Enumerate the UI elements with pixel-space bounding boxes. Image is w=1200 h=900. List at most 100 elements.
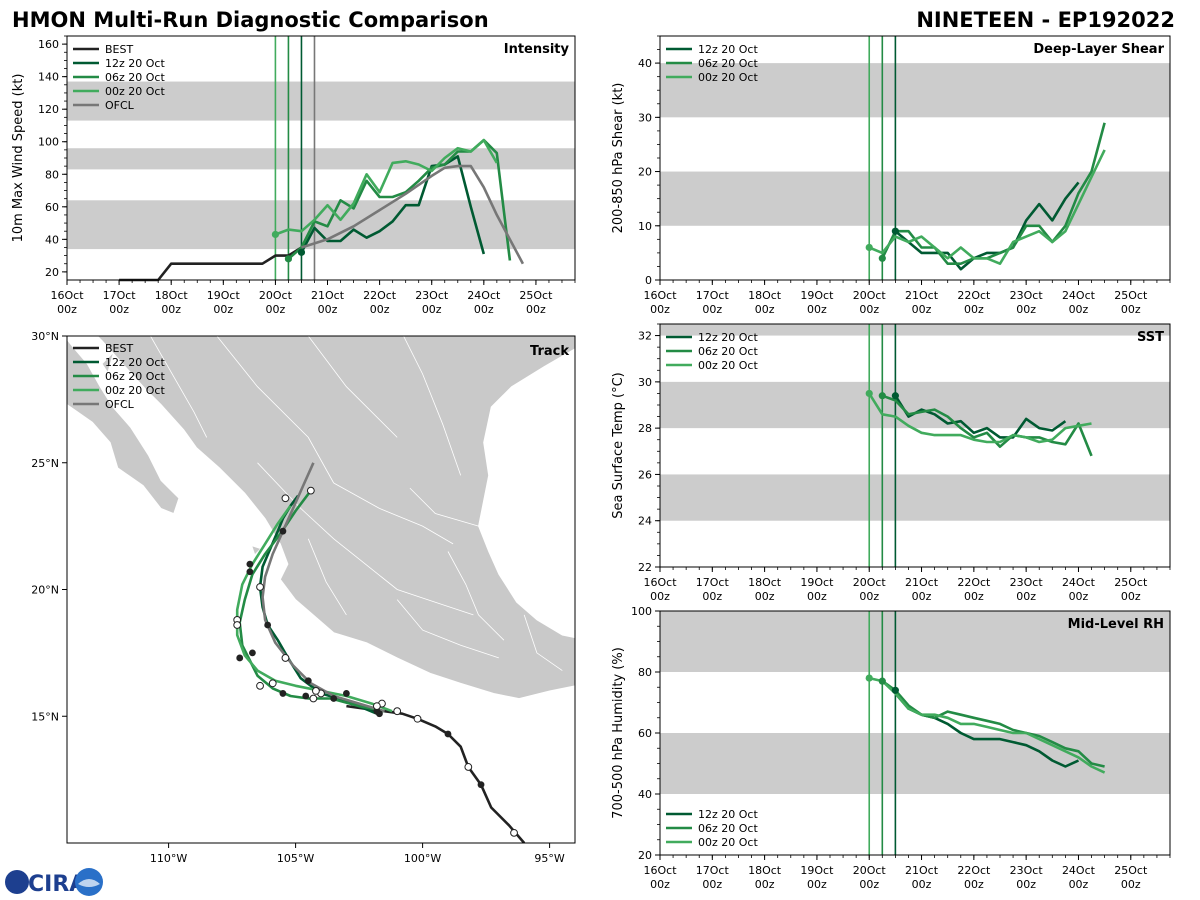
sst-panel: 22242628303216Oct00z17Oct00z18Oct00z19Oc… xyxy=(611,323,1171,603)
state-border xyxy=(307,336,398,438)
x-tick-hour: 00z xyxy=(859,303,879,316)
legend-label: 06z 20 Oct xyxy=(698,57,758,70)
y-tick-label: 40 xyxy=(45,233,59,246)
x-tick-hour: 00z xyxy=(807,303,827,316)
track-map-area xyxy=(67,336,575,843)
legend-label: 06z 20 Oct xyxy=(105,71,165,84)
x-tick-day: 22Oct xyxy=(957,289,991,302)
x-tick-day: 23Oct xyxy=(415,289,449,302)
legend-label: 00z 20 Oct xyxy=(698,359,758,372)
lon-tick-label: 110°W xyxy=(150,852,187,865)
x-tick-day: 17Oct xyxy=(103,289,137,302)
x-tick-hour: 00z xyxy=(1016,303,1036,316)
series-line-12z-20-oct xyxy=(300,155,486,255)
x-tick-day: 24Oct xyxy=(467,289,501,302)
x-tick-day: 21Oct xyxy=(311,289,345,302)
x-tick-day: 20Oct xyxy=(853,289,887,302)
init-marker-06z-20-oct xyxy=(878,677,886,685)
track-point-hollow xyxy=(464,763,473,771)
shear-panel: 01020304016Oct00z17Oct00z18Oct00z19Oct00… xyxy=(611,35,1171,316)
x-tick-day: 23Oct xyxy=(1010,289,1044,302)
lon-tick-label: 105°W xyxy=(277,852,314,865)
x-tick-day: 17Oct xyxy=(696,289,730,302)
state-border xyxy=(403,336,462,476)
x-tick-day: 24Oct xyxy=(1062,864,1096,877)
x-tick-hour: 00z xyxy=(807,878,827,891)
series-line-00z-20-oct xyxy=(868,149,1106,266)
x-tick-hour: 00z xyxy=(1069,590,1089,603)
logo-wave-icon xyxy=(78,879,100,887)
lat-tick-label: 15°N xyxy=(31,710,59,723)
track-legend-label: 06z 20 Oct xyxy=(105,370,165,383)
track-point-hollow xyxy=(309,694,318,703)
state-border xyxy=(358,558,474,616)
y-tick-label: 60 xyxy=(45,201,59,214)
track-point-filled xyxy=(246,568,254,576)
y-tick-label: 26 xyxy=(638,468,652,481)
x-tick-day: 18Oct xyxy=(748,576,782,589)
x-tick-day: 23Oct xyxy=(1010,864,1044,877)
x-tick-hour: 00z xyxy=(526,303,546,316)
track-legend-label: BEST xyxy=(105,342,133,355)
y-tick-label: 10 xyxy=(638,220,652,233)
x-tick-hour: 00z xyxy=(859,590,879,603)
logo-globe-left-icon xyxy=(5,870,29,894)
x-tick-day: 25Oct xyxy=(1114,576,1148,589)
track-point-filled xyxy=(249,649,256,657)
threshold-band xyxy=(660,63,1170,118)
x-tick-day: 16Oct xyxy=(643,864,677,877)
mainland-landmass xyxy=(96,336,575,699)
track-panel: 110°W 105°W 100°W 95°W 15°N 20°N 25°N 30°N Track… xyxy=(31,330,576,865)
y-tick-label: 30 xyxy=(638,376,652,389)
threshold-band xyxy=(660,324,1170,336)
legend-label: 00z 20 Oct xyxy=(105,85,165,98)
threshold-band xyxy=(660,171,1170,226)
lat-tick-label: 30°N xyxy=(31,330,59,343)
x-tick-hour: 00z xyxy=(1121,590,1141,603)
y-axis-label: 700-500 hPa Humidity (%) xyxy=(611,647,626,819)
x-tick-day: 17Oct xyxy=(696,576,730,589)
state-border xyxy=(257,462,360,560)
track-point-hollow xyxy=(306,486,315,495)
y-tick-label: 40 xyxy=(638,57,652,70)
x-tick-day: 22Oct xyxy=(957,576,991,589)
threshold-band xyxy=(660,611,1170,672)
x-tick-hour: 00z xyxy=(1069,878,1089,891)
x-tick-hour: 00z xyxy=(161,303,181,316)
x-tick-day: 21Oct xyxy=(905,289,939,302)
x-tick-hour: 00z xyxy=(859,878,879,891)
x-tick-hour: 00z xyxy=(755,303,775,316)
cira-logo: CIRA xyxy=(5,868,103,897)
lat-tick-label: 20°N xyxy=(31,584,59,597)
x-tick-day: 23Oct xyxy=(1010,576,1044,589)
x-tick-day: 18Oct xyxy=(748,289,782,302)
x-tick-hour: 00z xyxy=(213,303,233,316)
x-tick-day: 22Oct xyxy=(957,864,991,877)
legend-label: OFCL xyxy=(105,99,135,112)
x-tick-day: 16Oct xyxy=(643,576,677,589)
x-tick-hour: 00z xyxy=(474,303,494,316)
y-tick-label: 80 xyxy=(638,666,652,679)
y-tick-label: 120 xyxy=(38,103,59,116)
x-tick-hour: 00z xyxy=(650,878,670,891)
track-point-filled xyxy=(477,781,485,789)
track-point-hollow xyxy=(233,621,242,629)
lat-tick-label: 25°N xyxy=(31,457,59,470)
track-point-hollow xyxy=(510,828,518,837)
x-tick-day: 24Oct xyxy=(1062,289,1096,302)
x-tick-day: 16Oct xyxy=(50,289,84,302)
series-line-00z-20-oct xyxy=(868,676,1106,774)
x-tick-day: 21Oct xyxy=(905,864,939,877)
x-tick-hour: 00z xyxy=(1121,303,1141,316)
track-legend-label: OFCL xyxy=(105,398,135,411)
plot-frame xyxy=(659,323,1171,568)
track-legend-label: 00z 20 Oct xyxy=(105,384,165,397)
rh-panel: 2040608010016Oct00z17Oct00z18Oct00z19Oct… xyxy=(611,605,1171,891)
x-tick-hour: 00z xyxy=(702,303,722,316)
series-line-ofcl xyxy=(301,164,525,265)
x-tick-day: 25Oct xyxy=(1114,289,1148,302)
x-tick-hour: 00z xyxy=(964,878,984,891)
track-line-ofcl xyxy=(261,462,385,713)
state-border xyxy=(409,487,479,527)
x-tick-hour: 00z xyxy=(1016,878,1036,891)
